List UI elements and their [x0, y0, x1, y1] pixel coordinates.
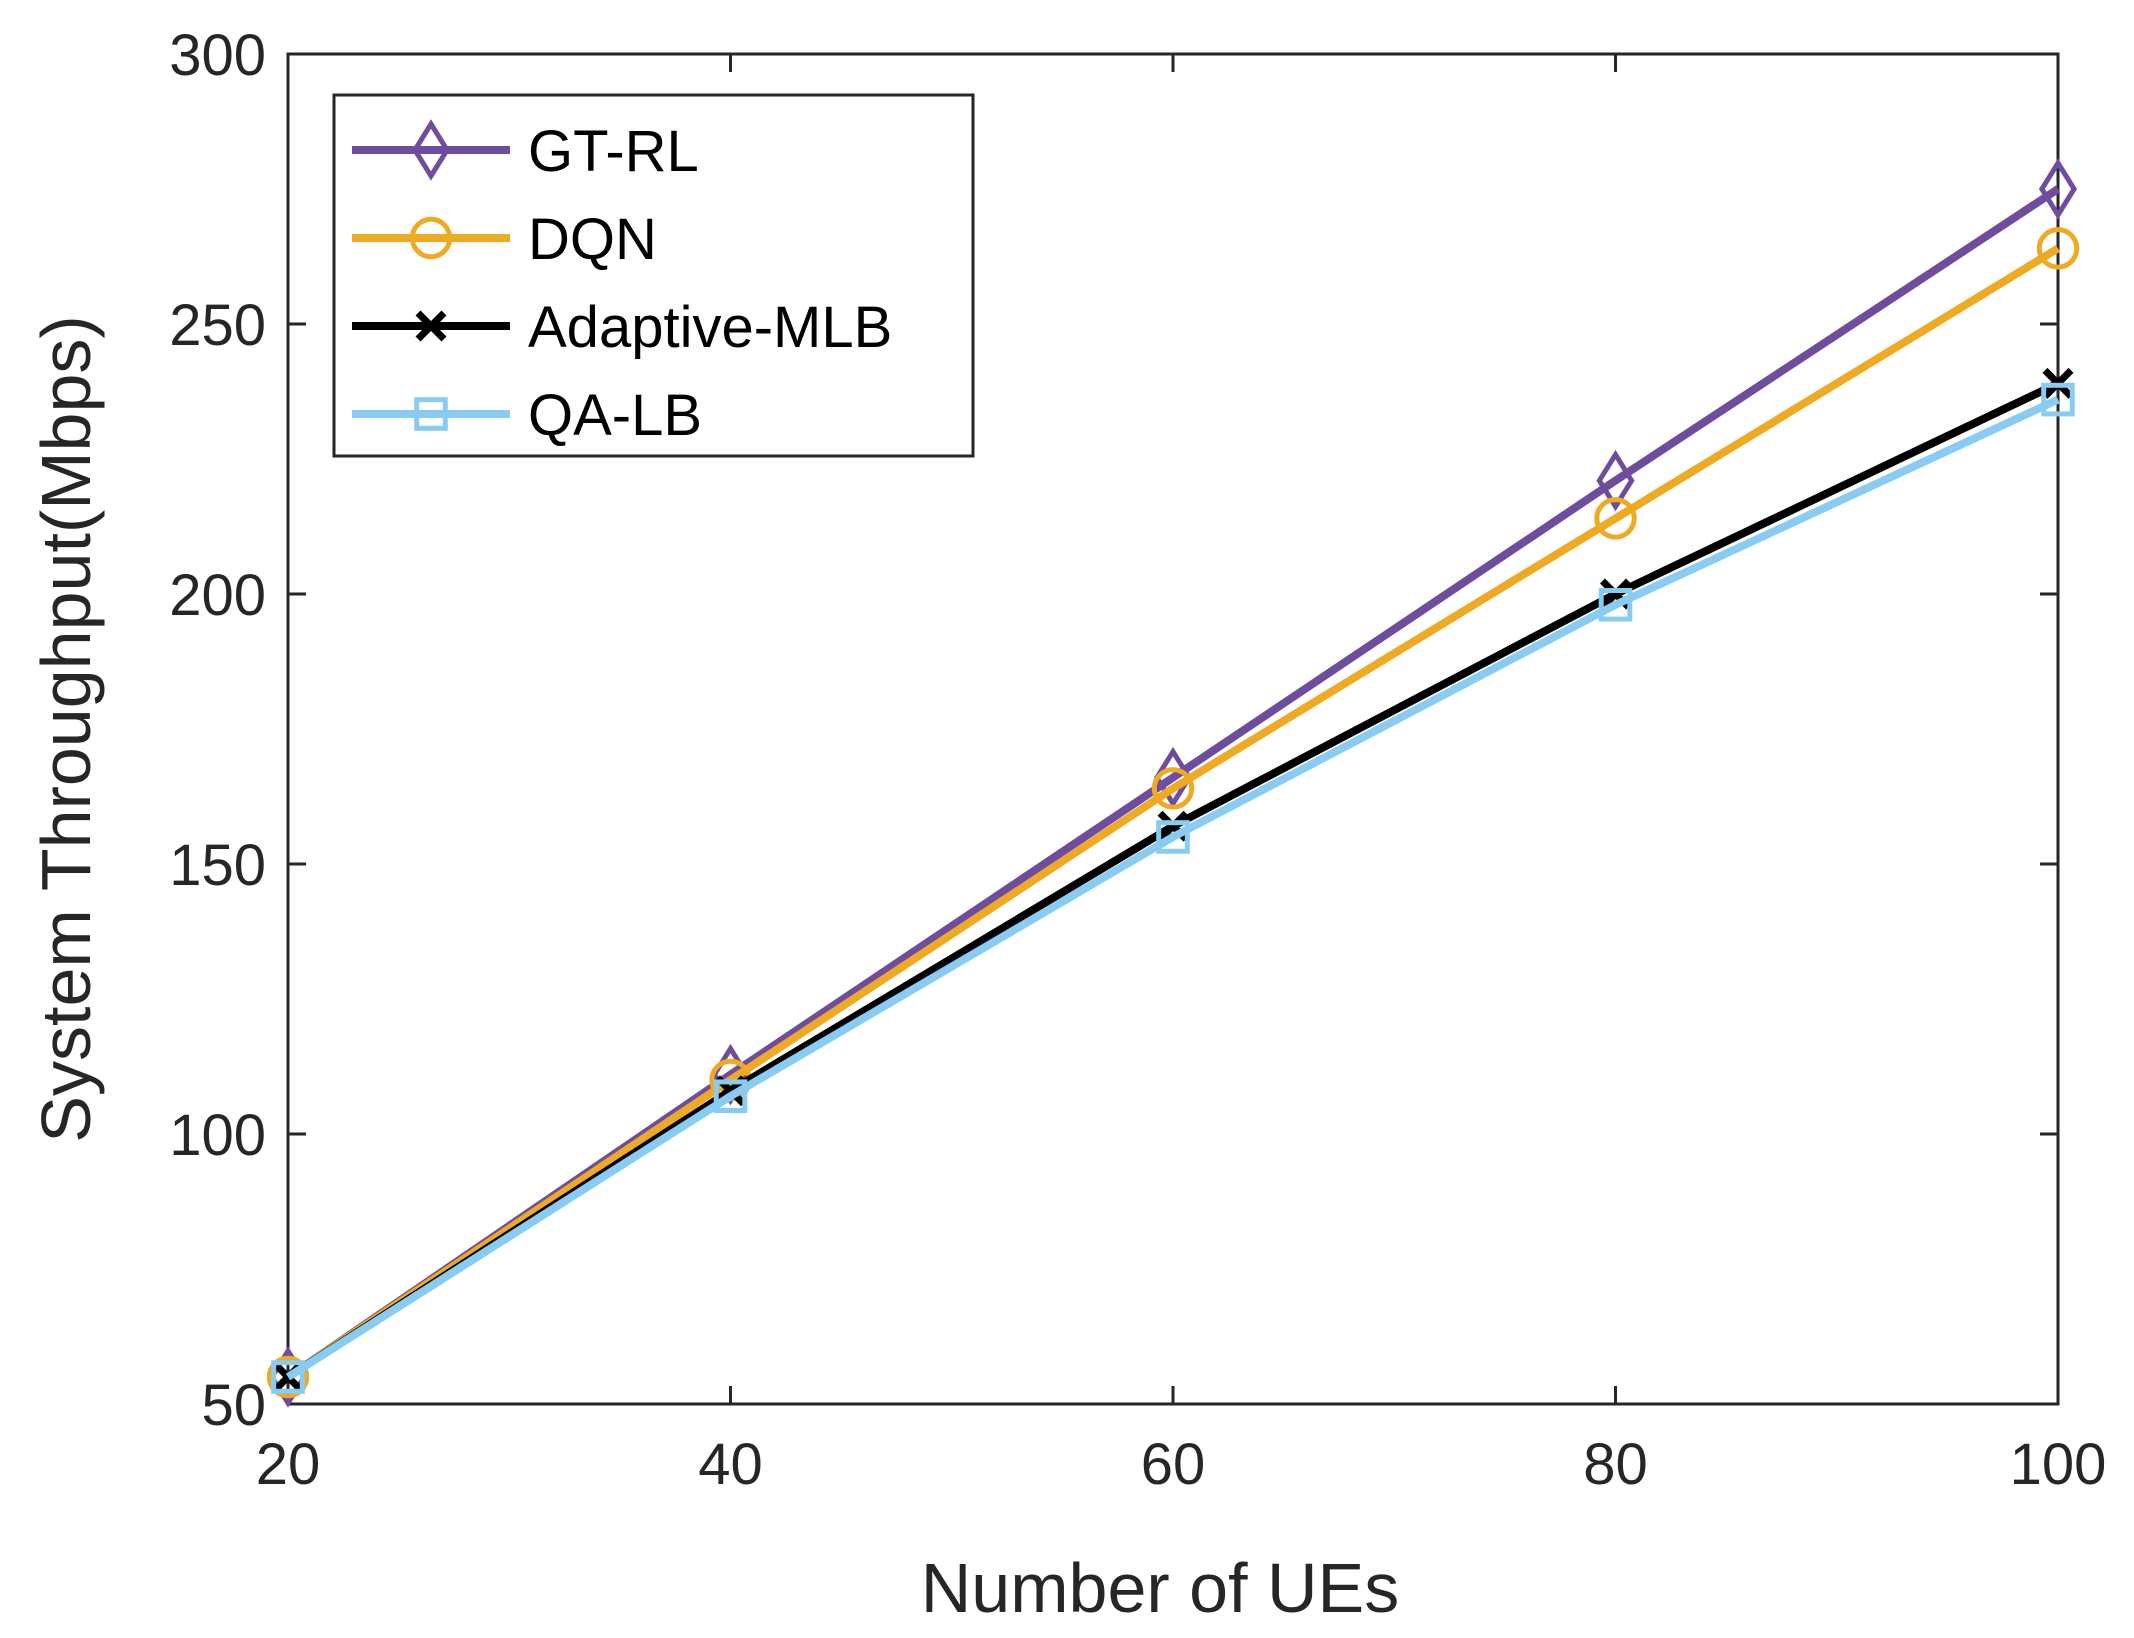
legend-label-dqn: DQN: [528, 207, 657, 272]
y-tick-label: 150: [169, 833, 266, 898]
legend-marker-gt-rl: [411, 119, 451, 181]
y-tick-label: 300: [169, 23, 266, 88]
legend-label-adaptive-mlb: Adaptive-MLB: [528, 295, 892, 360]
data-point-gt-rl: [1153, 746, 1193, 809]
series-layer: [266, 158, 2080, 1408]
y-tick-label: 200: [169, 563, 266, 628]
legend-entry-gt-rl: GT-RL: [352, 119, 699, 184]
x-tick-label: 40: [698, 1432, 763, 1497]
legend-box: [332, 93, 975, 458]
x-tick-label: 80: [1583, 1432, 1648, 1497]
legend-label-qa-lb: QA-LB: [528, 383, 702, 448]
legend-entry-qa-lb: QA-LB: [352, 383, 702, 448]
y-axis-label: System Throughput(Mbps): [27, 315, 105, 1142]
y-tick-label: 100: [169, 1103, 266, 1168]
legend-marker-qa-lb: [414, 397, 448, 431]
legend: GT-RL DQN Adaptive-MLB QA-LB: [332, 93, 975, 458]
x-tick-label: 100: [2010, 1432, 2107, 1497]
series-line-qa-lb: [285, 395, 2060, 1381]
y-tick-label: 50: [201, 1373, 266, 1438]
x-axis-label: Number of UEs: [921, 1549, 1399, 1627]
series-qa-lb: [271, 382, 2075, 1394]
data-point-dqn: [2036, 227, 2080, 270]
data-point-dqn: [1151, 767, 1195, 810]
legend-label-gt-rl: GT-RL: [528, 119, 699, 184]
legend-entry-adaptive-mlb: Adaptive-MLB: [352, 295, 892, 360]
data-point-gt-rl: [2038, 158, 2078, 220]
data-point-dqn: [1594, 497, 1637, 540]
y-tick-label: 250: [169, 293, 266, 358]
legend-marker-dqn: [409, 216, 453, 260]
axis-ticks: 20 40 60 80 100 50 100 150 200 250 300: [169, 23, 2106, 1497]
x-tick-label: 60: [1141, 1432, 1206, 1497]
data-point-qa-lb: [1598, 588, 1633, 622]
series-line-dqn: [285, 244, 2061, 1381]
x-tick-label: 20: [256, 1432, 321, 1497]
data-point-qa-lb: [271, 1360, 305, 1394]
legend-marker-adaptive-mlb: [415, 310, 447, 342]
data-point-qa-lb: [2041, 382, 2075, 417]
data-point-dqn: [266, 1355, 310, 1399]
legend-entry-dqn: DQN: [352, 207, 657, 272]
data-point-qa-lb: [1156, 820, 1190, 854]
data-point-gt-rl: [1596, 449, 1635, 512]
data-point-qa-lb: [713, 1079, 748, 1114]
